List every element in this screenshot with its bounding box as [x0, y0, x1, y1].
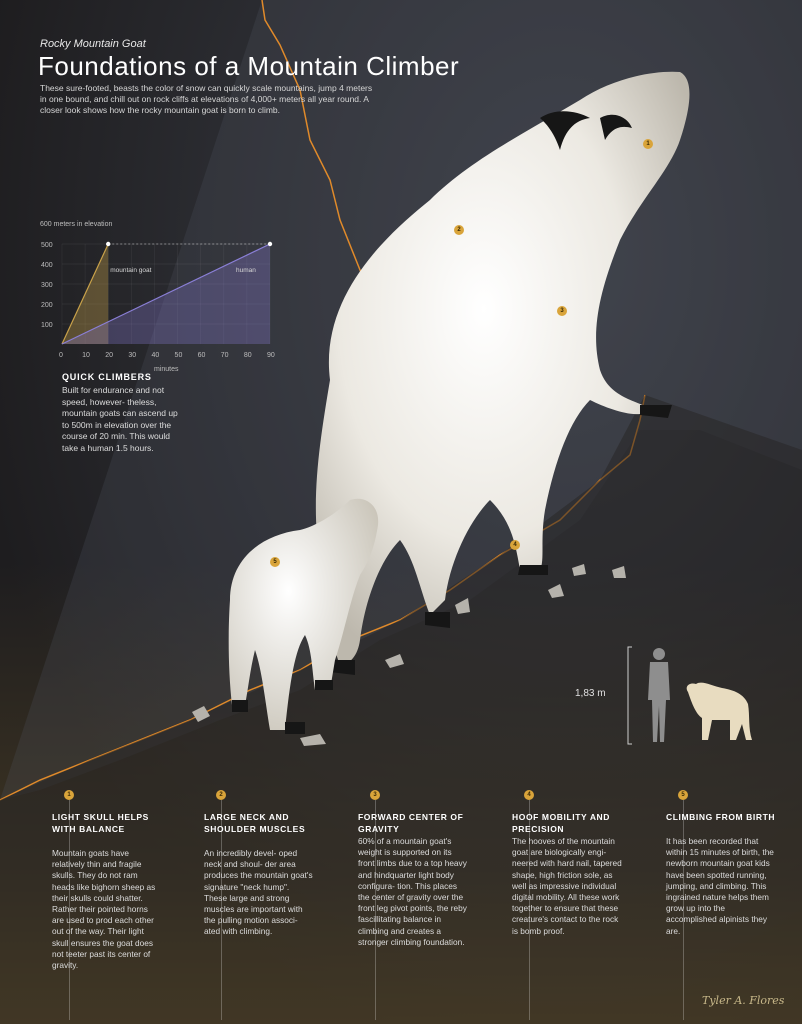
- x-tick-label: 60: [198, 352, 206, 359]
- adult-goat-illustration: [315, 71, 690, 675]
- x-tick-label: 20: [105, 352, 113, 359]
- callout-number: 3: [370, 790, 380, 800]
- marker-4: 4: [510, 540, 520, 550]
- scale-bracket: [627, 646, 632, 745]
- callout-number: 1: [64, 790, 74, 800]
- marker-2: 2: [454, 225, 464, 235]
- rock: [572, 564, 586, 576]
- rock: [612, 566, 626, 578]
- x-tick-label: 40: [151, 352, 159, 359]
- callout-number: 5: [678, 790, 688, 800]
- x-tick-label: 80: [244, 352, 252, 359]
- callout-number: 4: [524, 790, 534, 800]
- goat-silhouette: [686, 682, 752, 740]
- rock: [192, 706, 210, 722]
- intro-text: These sure-footed, beasts the color of s…: [40, 83, 373, 115]
- x-tick-label: 10: [82, 352, 90, 359]
- x-tick-label: 70: [221, 352, 229, 359]
- rock: [548, 584, 564, 598]
- marker-5: 5: [270, 557, 280, 567]
- callout-divider: [375, 800, 376, 1020]
- callout-divider: [529, 800, 530, 1020]
- human-silhouette: [648, 648, 670, 742]
- callout-heading: LARGE NECK AND SHOULDER MUSCLES: [204, 812, 306, 834]
- subtitle: Rocky Mountain Goat: [40, 38, 146, 50]
- rock: [385, 654, 404, 668]
- x-tick-label: 90: [267, 352, 275, 359]
- marker-3: 3: [557, 306, 567, 316]
- x-axis-label: minutes: [154, 366, 179, 373]
- x-tick-label: 0: [59, 352, 63, 359]
- callout-divider: [683, 800, 684, 1020]
- marker-1: 1: [643, 139, 653, 149]
- slope-ground: [0, 395, 802, 1024]
- callout-heading: CLIMBING FROM BIRTH: [666, 812, 776, 822]
- series-label: mountain goat: [110, 267, 151, 274]
- callout-divider: [69, 800, 70, 1020]
- callout-body: Mountain goats have relatively thin and …: [52, 848, 156, 971]
- y-tick-label: 100: [41, 322, 53, 329]
- callout-heading: HOOF MOBILITY AND PRECISION: [512, 812, 611, 834]
- x-tick-label: 50: [175, 352, 183, 359]
- callout-center-gravity: 3 FORWARD CENTER OF GRAVITY 60% of a mou…: [346, 790, 467, 1024]
- artist-signature: Tyler A. Flores: [702, 994, 785, 1007]
- height-scale-label: 1,83 m: [575, 688, 606, 699]
- quick-climbers-heading: QUICK CLIMBERS: [62, 372, 152, 382]
- kid-goat-illustration: [228, 498, 379, 734]
- callout-heading: FORWARD CENTER OF GRAVITY: [358, 812, 464, 834]
- callout-body: It has been recorded that within 15 minu…: [666, 836, 774, 936]
- callout-heading: LIGHT SKULL HELPS WITH BALANCE: [52, 812, 149, 834]
- callout-light-skull: 1 LIGHT SKULL HELPS WITH BALANCE Mountai…: [40, 790, 158, 1024]
- callout-neck-shoulder: 2 LARGE NECK AND SHOULDER MUSCLES An inc…: [192, 790, 313, 1024]
- y-tick-label: 500: [41, 242, 53, 249]
- callout-body: An incredibly devel- oped neck and shoul…: [204, 848, 313, 937]
- callout-hoof-mobility: 4 HOOF MOBILITY AND PRECISION The hooves…: [500, 790, 622, 1024]
- series-line: [61, 243, 109, 345]
- series-label: human: [236, 267, 256, 274]
- y-tick-label: 300: [41, 282, 53, 289]
- y-tick-label: 400: [41, 262, 53, 269]
- callout-body: The hooves of the mountain goat are biol…: [512, 836, 622, 936]
- elevation-chart: 100 200 300 400 500 0 10 20 30 40 50 60 70 80 90 600 me…: [40, 221, 275, 373]
- callout-climbing-birth: 5 CLIMBING FROM BIRTH It has been record…: [654, 790, 775, 1024]
- callout-body: 60% of a mountain goat's weight is suppo…: [358, 836, 467, 947]
- series-line: [61, 243, 271, 345]
- rock: [300, 734, 326, 746]
- page-title: Foundations of a Mountain Climber: [38, 51, 460, 81]
- callout-number: 2: [216, 790, 226, 800]
- y-axis-label: 600 meters in elevation: [40, 221, 112, 228]
- callout-divider: [221, 800, 222, 1020]
- rock: [455, 598, 470, 614]
- x-tick-label: 30: [128, 352, 136, 359]
- y-tick-label: 200: [41, 302, 53, 309]
- quick-climbers-body: Built for endurance and not speed, howev…: [62, 385, 178, 453]
